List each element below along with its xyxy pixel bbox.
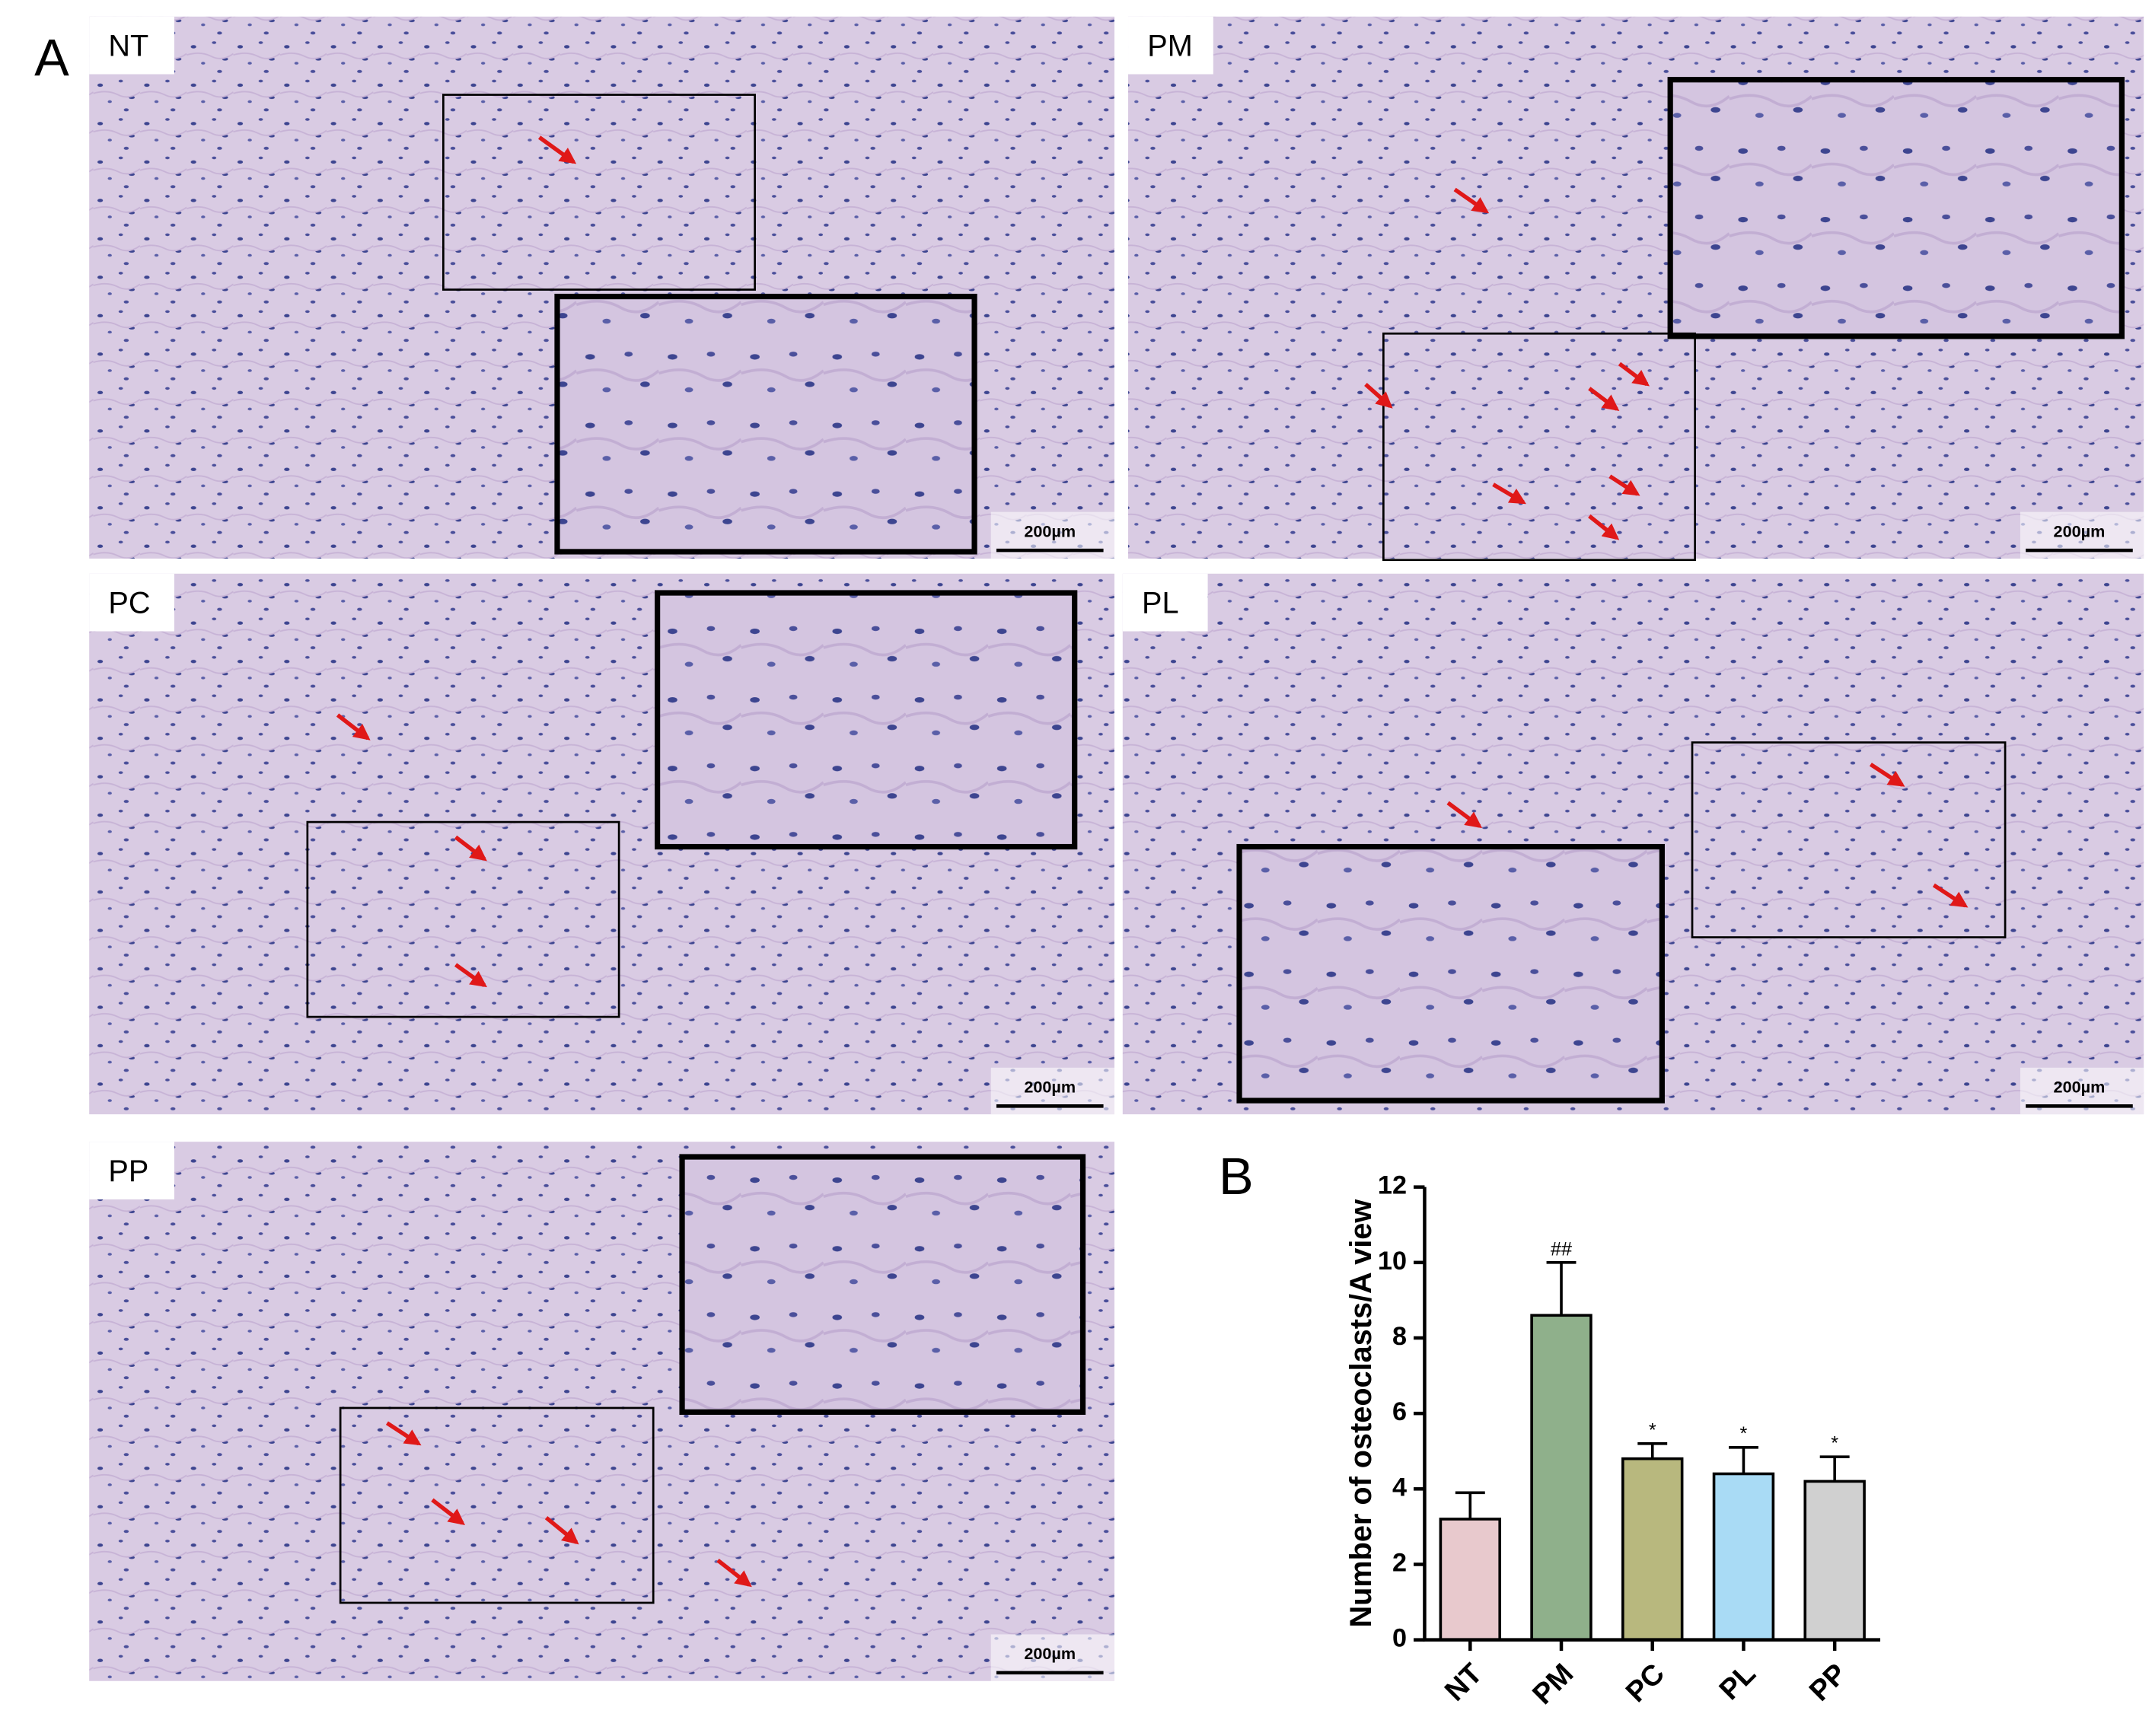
arrow (336, 713, 371, 741)
scale-bar-label: 200µm (2054, 521, 2106, 540)
panel-label: A (34, 28, 69, 87)
inset-frame (1667, 77, 2125, 339)
label-box (1122, 573, 1208, 632)
scale-bar-label: 200µm (1024, 521, 1076, 540)
label-box (89, 16, 174, 75)
arrow (454, 963, 487, 988)
error-bar (1819, 1455, 1850, 1482)
x-tick-label: PL (1714, 1658, 1762, 1706)
scale-bar-label: 200µm (2054, 1078, 2106, 1097)
y-tick-label: 10 (1378, 1247, 1407, 1276)
inset-image (1670, 79, 2122, 336)
error-bar (1546, 1261, 1577, 1316)
significance-label: * (1740, 1423, 1748, 1445)
micrograph-label: PM (1147, 30, 1192, 63)
bar (1621, 1457, 1684, 1642)
arrow (1588, 387, 1620, 412)
significance-label: ## (1551, 1238, 1572, 1260)
scale-bar-label: 200µm (1024, 1644, 1076, 1663)
y-tick-label: 2 (1392, 1549, 1407, 1578)
significance-label: * (1831, 1433, 1838, 1454)
arrow (1492, 483, 1526, 505)
arrow (544, 1516, 579, 1545)
panel-label: B (1219, 1147, 1254, 1206)
y-tick-label: 8 (1392, 1322, 1407, 1351)
error-bar (1637, 1442, 1668, 1459)
x-tick-label: PP (1803, 1658, 1853, 1707)
inset-frame (654, 590, 1078, 850)
label-box (89, 573, 174, 632)
inset-image (1239, 846, 1663, 1101)
micrograph-label: PC (108, 587, 150, 620)
error-bar (1728, 1445, 1758, 1474)
arrow (385, 1421, 422, 1446)
y-tick-label: 6 (1392, 1397, 1407, 1426)
micrograph: PC 200µm (89, 573, 1114, 1115)
arrow (454, 835, 487, 862)
x-tick-label: PC (1620, 1658, 1671, 1709)
arrow (1869, 763, 1905, 787)
micrograph-label: PP (108, 1155, 148, 1188)
arrow (1446, 801, 1483, 829)
inset-image (657, 593, 1075, 847)
arrow (1618, 362, 1650, 387)
micrograph-label: PL (1142, 587, 1179, 620)
arrow (1932, 883, 1969, 908)
arrow (431, 1498, 466, 1526)
bar (1530, 1314, 1592, 1642)
micrograph: PM 200µm (1128, 16, 2144, 562)
inset-frame (442, 94, 756, 291)
label-box (89, 1142, 174, 1199)
inset-frame (306, 820, 620, 1018)
inset-frame (554, 293, 977, 555)
x-tick-label: NT (1439, 1658, 1488, 1707)
inset-frame (1236, 843, 1665, 1104)
arrow (537, 135, 577, 164)
label-box (1128, 16, 1213, 75)
inset-image (556, 296, 975, 552)
inset-image (682, 1157, 1083, 1413)
arrow (716, 1558, 752, 1588)
micrograph: NT 200µm (89, 16, 1114, 559)
bar (1712, 1472, 1775, 1642)
micrograph: PL 200µm (1122, 573, 2144, 1115)
y-axis-title: Number of osteoclasts/A view (1344, 1199, 1378, 1628)
micrograph: PP 200µm (89, 1142, 1114, 1681)
inset-frame (1382, 332, 1696, 562)
significance-label: * (1649, 1419, 1656, 1441)
y-tick-label: 0 (1392, 1624, 1407, 1653)
scale-bar-label: 200µm (1024, 1078, 1076, 1097)
arrow (1608, 474, 1640, 496)
inset-frame (339, 1406, 655, 1604)
bar (1803, 1480, 1866, 1642)
y-tick-label: 4 (1392, 1473, 1407, 1502)
arrow (1588, 514, 1620, 540)
inset-frame (1691, 741, 2007, 938)
error-bar (1455, 1491, 1485, 1519)
bar (1439, 1518, 1502, 1642)
arrow (1453, 187, 1490, 214)
y-tick-label: 12 (1378, 1171, 1407, 1200)
arrow (1364, 382, 1393, 409)
x-tick-label: PM (1526, 1658, 1580, 1711)
micrograph-label: NT (108, 30, 148, 63)
inset-frame (679, 1154, 1086, 1415)
